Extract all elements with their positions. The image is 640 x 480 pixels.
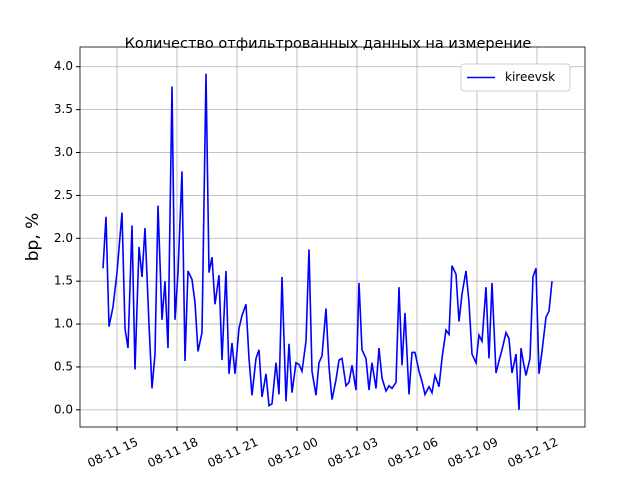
x-tick-label: 08-12 00 [265,435,320,470]
x-tick-label: 08-12 12 [505,435,560,470]
plot-frame [79,46,586,428]
x-tick-label: 08-12 09 [445,435,500,470]
y-tick-label: 2.5 [54,188,73,202]
y-tick-label: 1.0 [54,317,73,331]
x-tick-label: 08-12 06 [385,435,440,470]
legend-label: kireevsk [505,70,555,84]
y-tick-label: 3.5 [54,102,73,116]
chart-title: Количество отфильтрованных данных на изм… [125,36,532,52]
data-line [102,73,553,410]
x-tick-label: 08-12 03 [325,435,380,470]
y-tick-label: 0.0 [54,402,73,416]
legend-box [460,63,571,92]
y-tick-label: 4.0 [54,59,73,73]
x-tick-label: 08-11 15 [85,435,140,470]
y-tick-label: 3.0 [54,145,73,159]
y-tick-label: 1.5 [54,274,73,288]
x-tick-label: 08-11 21 [205,435,260,470]
y-tick-label: 2.0 [54,231,73,245]
y-axis-label: bp, % [23,213,43,262]
x-tick-label: 08-11 18 [145,435,200,470]
y-tick-label: 0.5 [54,359,73,373]
